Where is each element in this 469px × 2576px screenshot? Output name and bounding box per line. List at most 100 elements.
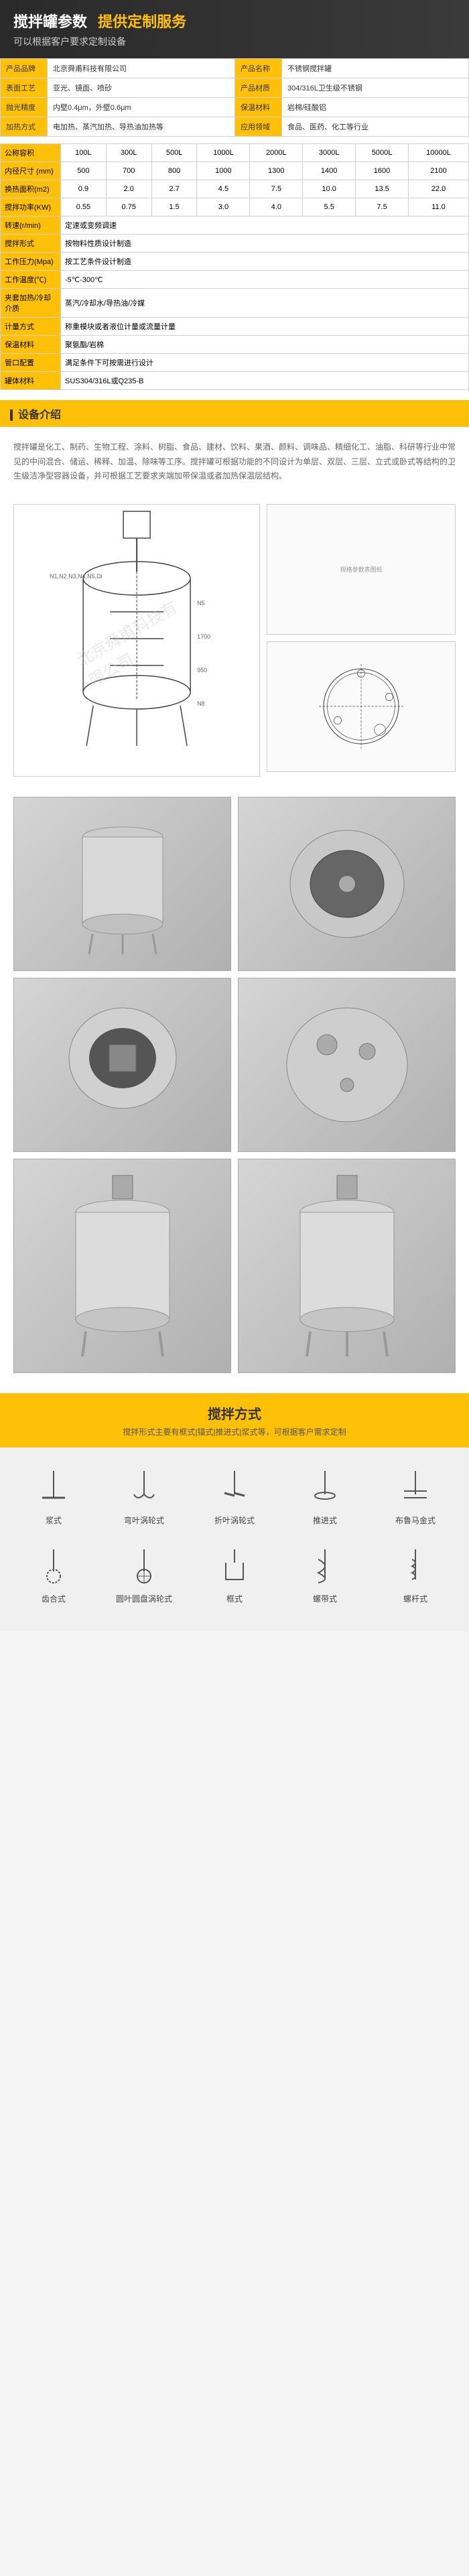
size-cell: 定速或变频调速 [61, 216, 469, 235]
size-cell: 1300 [250, 162, 303, 180]
size-row-label: 计量方式 [1, 318, 61, 336]
svg-text:1700: 1700 [197, 633, 210, 640]
size-cell: 22.0 [408, 180, 468, 198]
size-table: 公称容积100L300L500L1000L2000L3000L5000L1000… [0, 143, 469, 390]
size-cell: 500 [61, 162, 107, 180]
intro-title-text: 设备介绍 [10, 409, 61, 421]
size-cell: 5000L [356, 144, 409, 162]
size-cell: 2.0 [106, 180, 151, 198]
page-header: 搅拌罐参数 提供定制服务 可以根据客户要求定制设备 [0, 0, 469, 58]
mixing-title: 搅拌方式 [10, 1403, 459, 1423]
mix-type-item: 折叶涡轮式 [194, 1464, 275, 1526]
mix-type-icon [375, 1464, 456, 1511]
size-row-label: 公称容积 [1, 144, 61, 162]
size-cell: 聚氨酯/岩棉 [61, 336, 469, 354]
size-row-label: 转速(r/min) [1, 216, 61, 235]
size-cell: 4.5 [197, 180, 250, 198]
size-cell: 称重模块或者液位计量或流量计量 [61, 318, 469, 336]
size-row-label: 保温材料 [1, 336, 61, 354]
size-cell: 3000L [303, 144, 356, 162]
mix-type-item: 浆式 [13, 1464, 94, 1526]
spec-label: 抛光精度 [1, 98, 48, 117]
size-cell: 500L [151, 144, 197, 162]
spec-value: 不锈钢搅拌罐 [282, 59, 469, 78]
size-cell: 按工艺条件设计制造 [61, 253, 469, 271]
spec-label: 应用领域 [235, 117, 282, 137]
mix-type-icon [285, 1464, 365, 1511]
mix-type-label: 齿合式 [13, 1593, 94, 1604]
size-cell: 3.0 [197, 198, 250, 216]
mix-type-label: 圆叶圆盘涡轮式 [104, 1593, 184, 1604]
size-row-label: 内径尺寸 (mm) [1, 162, 61, 180]
size-cell: 2000L [250, 144, 303, 162]
product-photo-2 [238, 797, 456, 971]
mix-type-label: 布鲁马金式 [375, 1515, 456, 1526]
size-row-label: 搅拌功率(KW) [1, 198, 61, 216]
size-cell: 1600 [356, 162, 409, 180]
spec-value: 内壁0.4μm，外壁0.6μm [48, 98, 235, 117]
mixing-header: 搅拌方式 搅拌形式主要有框式|锚式|推进式|浆式等，可根据客户需求定制 [0, 1393, 469, 1447]
mix-type-label: 浆式 [13, 1515, 94, 1526]
mix-type-label: 框式 [194, 1593, 275, 1604]
size-cell: 蒸汽/冷却水/导热油/冷媒 [61, 289, 469, 318]
size-row-label: 工作压力(Mpa) [1, 253, 61, 271]
product-photo-5 [13, 1159, 231, 1373]
size-cell: 7.5 [250, 180, 303, 198]
svg-text:950: 950 [197, 667, 207, 673]
mix-type-icon [375, 1543, 456, 1590]
size-cell: 5.5 [303, 198, 356, 216]
mix-type-icon [104, 1543, 184, 1590]
size-cell: 满足条件下可按需进行设计 [61, 354, 469, 372]
product-photo-1 [13, 797, 231, 971]
mix-type-icon [13, 1543, 94, 1590]
mix-type-item: 圆叶圆盘涡轮式 [104, 1543, 184, 1604]
mix-type-label: 螺带式 [285, 1593, 365, 1604]
size-cell: 按物料性质设计制造 [61, 235, 469, 253]
size-row-label: 夹套加热/冷却介质 [1, 289, 61, 318]
size-cell: 1400 [303, 162, 356, 180]
mix-type-label: 螺杆式 [375, 1593, 456, 1604]
mix-type-icon [13, 1464, 94, 1511]
svg-text:N8: N8 [197, 700, 205, 707]
mix-type-item: 框式 [194, 1543, 275, 1604]
header-subtitle: 可以根据客户要求定制设备 [13, 35, 456, 48]
spec-value: 岩棉/硅酸铝 [282, 98, 469, 117]
size-cell: 13.5 [356, 180, 409, 198]
size-cell: 10000L [408, 144, 468, 162]
size-cell: SUS304/316L或Q235-B [61, 372, 469, 390]
size-cell: 2100 [408, 162, 468, 180]
intro-text: 搅拌罐是化工、制药、生物工程、涂料、树脂、食品、建材、饮料、果酒、颜料、调味品、… [0, 434, 469, 491]
size-row-label: 工作温度(℃) [1, 271, 61, 289]
size-cell: 300L [106, 144, 151, 162]
mix-type-icon [194, 1543, 275, 1590]
spec-value: 食品、医药、化工等行业 [282, 117, 469, 137]
size-row-label: 管口配置 [1, 354, 61, 372]
spec-label: 产品材质 [235, 78, 282, 98]
mix-type-item: 螺杆式 [375, 1543, 456, 1604]
svg-text:N1,N2,N3,N4,N5,Di: N1,N2,N3,N4,N5,Di [50, 573, 103, 580]
spec-label: 表面工艺 [1, 78, 48, 98]
diagram-section: N1,N2,N3,N4,N5,Di N5 1700 950 N8 北京舜甫科技有… [0, 491, 469, 790]
spec-value: 亚光、镜面、喷砂 [48, 78, 235, 98]
svg-text:N5: N5 [197, 600, 205, 606]
size-cell: 100L [61, 144, 107, 162]
spec-table: 产品品牌 北京舜甫科技有限公司 产品名称 不锈钢搅拌罐表面工艺 亚光、镜面、喷砂… [0, 58, 469, 137]
mix-type-icon [104, 1464, 184, 1511]
size-cell: 800 [151, 162, 197, 180]
mix-type-item: 布鲁马金式 [375, 1464, 456, 1526]
mix-type-label: 弯叶涡轮式 [104, 1515, 184, 1526]
mix-type-item: 推进式 [285, 1464, 365, 1526]
spec-label: 保温材料 [235, 98, 282, 117]
spec-value: 304/316L卫生级不锈钢 [282, 78, 469, 98]
size-cell: -5℃-300℃ [61, 271, 469, 289]
size-cell: 1.5 [151, 198, 197, 216]
size-cell: 7.5 [356, 198, 409, 216]
intro-section-title: 设备介绍 [0, 400, 469, 427]
size-cell: 11.0 [408, 198, 468, 216]
spec-value: 北京舜甫科技有限公司 [48, 59, 235, 78]
mixing-subtitle: 搅拌形式主要有框式|锚式|推进式|浆式等，可根据客户需求定制 [10, 1426, 459, 1437]
size-cell: 0.55 [61, 198, 107, 216]
spec-label: 加热方式 [1, 117, 48, 137]
size-row-label: 搅拌形式 [1, 235, 61, 253]
spec-label: 产品品牌 [1, 59, 48, 78]
